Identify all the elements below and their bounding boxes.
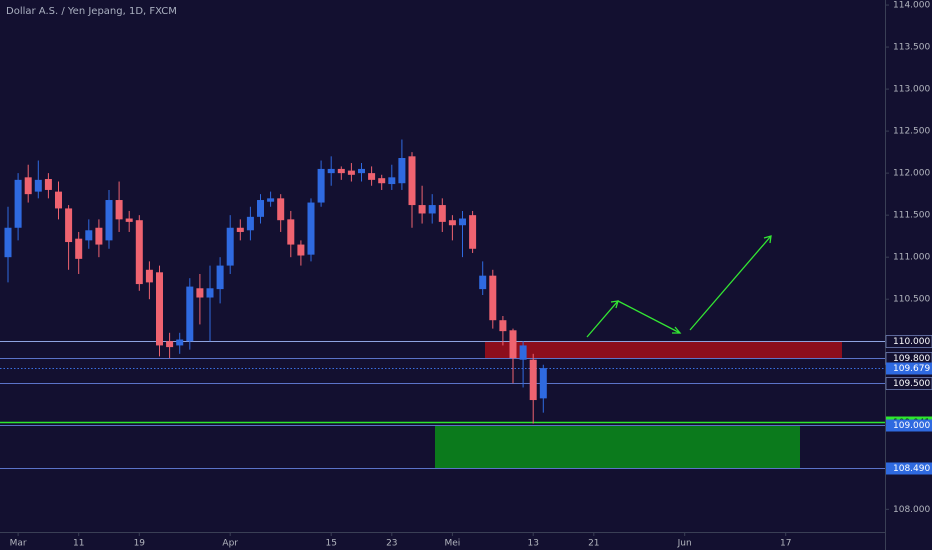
levels (0, 341, 885, 469)
candle-body (529, 359, 537, 401)
candle-body (418, 205, 426, 214)
x-tick-label: 17 (780, 539, 791, 549)
y-tick-label: 113.000 (893, 85, 930, 95)
candle-body (44, 179, 52, 190)
candle-body (277, 198, 285, 221)
candle-body (519, 345, 527, 360)
candle-body (226, 227, 234, 266)
arrow-head (610, 300, 619, 309)
level-label: 109.000 (893, 421, 930, 431)
candle-body (55, 191, 62, 209)
candle-body (4, 227, 12, 258)
candle-body (448, 220, 456, 226)
candle-body (176, 339, 184, 346)
candle-body (156, 272, 163, 346)
level-label-bg (886, 419, 932, 432)
candle-body (398, 158, 406, 184)
x-tick-label: Apr (222, 539, 238, 549)
candle-body (105, 200, 113, 241)
arrows (586, 235, 772, 338)
candle-body (65, 208, 73, 243)
candle-body (347, 170, 355, 175)
level-label-bg (886, 462, 932, 475)
arrow-head (672, 326, 682, 334)
candle-body (125, 218, 133, 222)
zone (435, 425, 800, 469)
candle-body (489, 275, 497, 321)
candles (4, 139, 547, 424)
x-tick-label: Mei (444, 539, 460, 549)
candle-body (75, 238, 83, 259)
x-tick-label: 11 (73, 539, 84, 549)
y-tick-label: 112.500 (893, 127, 930, 137)
arrow-path (689, 235, 772, 331)
level-label: 109.500 (893, 379, 930, 389)
level-label-bg (885, 377, 932, 390)
candle-body (287, 219, 295, 245)
level-label: 108.490 (893, 464, 930, 474)
axes: 114.000 113.500 113.000 112.500 112.000 111.5… (10, 1, 932, 549)
candle-body (14, 179, 22, 228)
candle-body (428, 205, 436, 214)
candle-body (196, 288, 204, 298)
candle-body (115, 200, 123, 220)
candle-body (378, 178, 386, 184)
candle-body (317, 168, 325, 203)
candle-body (479, 275, 487, 290)
candle-body (145, 269, 153, 283)
y-tick-label: 111.500 (893, 211, 930, 221)
candle-body (499, 320, 507, 332)
level-label-bg (886, 362, 932, 375)
candle-body (388, 177, 396, 185)
x-tick-label: 23 (386, 539, 397, 549)
candle-body (236, 227, 244, 232)
y-tick-label: 114.000 (893, 1, 930, 11)
candle-body (85, 230, 93, 241)
y-tick-label: 113.500 (893, 43, 930, 53)
chart-title: Dollar A.S. / Yen Jepang, 1D, FXCM (6, 6, 177, 17)
level-label: 109.800 (893, 354, 930, 364)
level-label: 109.679 (893, 364, 930, 374)
candle-body (206, 288, 214, 298)
x-tick-label: 21 (588, 539, 599, 549)
candle-body (95, 227, 103, 245)
x-tick-label: 19 (134, 539, 146, 549)
candle-body (368, 173, 376, 180)
candle-body (24, 177, 32, 195)
x-tick-label: 15 (325, 539, 336, 549)
x-tick-label: 13 (527, 539, 538, 549)
x-tick-label: Jun (677, 539, 692, 549)
candle-body (166, 341, 174, 348)
y-tick-label: 108.000 (893, 505, 930, 515)
arrow-head (763, 235, 772, 244)
candle-body (509, 330, 517, 359)
candle-body (438, 205, 446, 222)
candle-body (34, 179, 42, 192)
zones (435, 341, 842, 469)
candle-body (297, 244, 305, 256)
candle-body (337, 168, 345, 174)
candle-body (246, 216, 254, 231)
candle-body (358, 168, 365, 174)
level-label: 110.000 (893, 337, 930, 347)
candle-body (307, 202, 315, 255)
candle-body (408, 156, 416, 206)
y-tick-label: 111.000 (893, 253, 930, 263)
candle-body (327, 168, 335, 174)
candle-body (135, 220, 143, 285)
candle-body (469, 215, 477, 249)
level-label-bg (885, 335, 932, 348)
y-tick-label: 112.000 (893, 169, 930, 179)
zone (485, 341, 842, 359)
candle-body (186, 286, 194, 342)
candle-body (459, 218, 466, 226)
y-tick-label: 110.500 (893, 295, 930, 305)
candle-body (216, 265, 224, 290)
x-tick-label: Mar (10, 539, 27, 549)
candle-body (257, 200, 264, 217)
candle-body (539, 368, 547, 399)
candle-body (267, 198, 275, 202)
